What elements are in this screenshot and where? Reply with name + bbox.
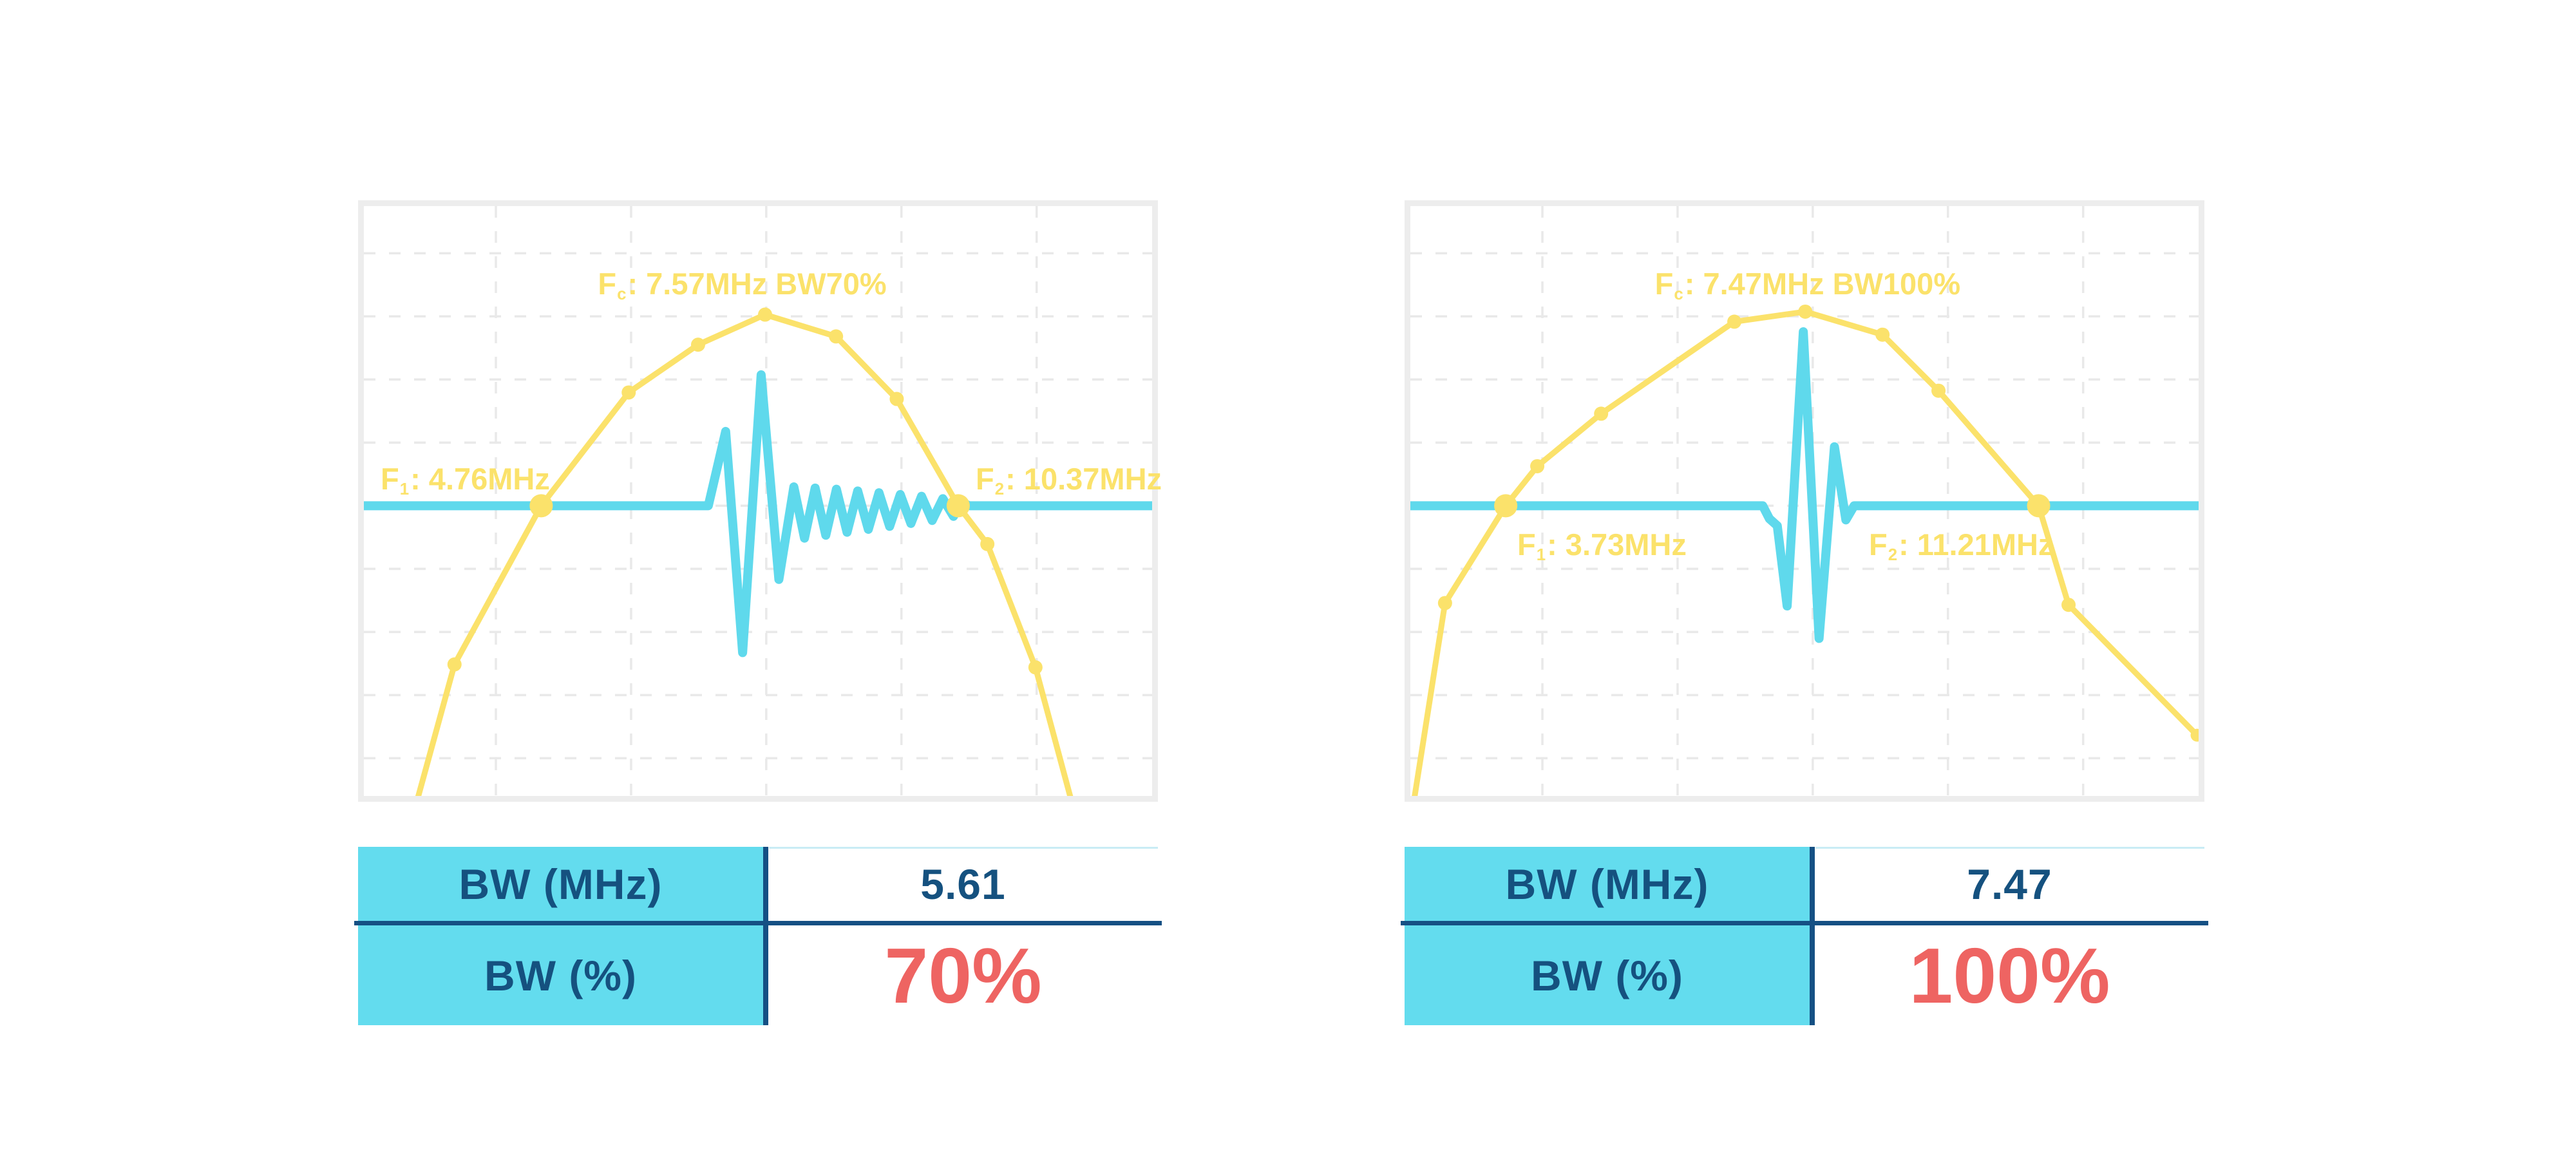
table-top-rule bbox=[1815, 847, 2204, 849]
f2-label: F2: 10.37MHz bbox=[976, 462, 1162, 499]
table-row-label: BW (MHz) bbox=[459, 860, 663, 908]
f2-label-sub: 2 bbox=[1888, 546, 1898, 565]
panel-bw70: Fc: 7.57MHz BW70% F1: 4.76MHz F2: 10.37M… bbox=[354, 0, 1162, 1154]
fc-label-base: F bbox=[598, 267, 617, 301]
table-row-divider bbox=[354, 921, 1162, 925]
table-label-column bbox=[1405, 847, 1813, 1025]
table-row-value-percent: 100% bbox=[1909, 931, 2110, 1019]
table-row-label: BW (%) bbox=[484, 951, 637, 999]
panel-bw100: Fc: 7.47MHz BW100% F1: 3.73MHz F2: 11.21… bbox=[1401, 0, 2208, 1154]
table-column-divider bbox=[1810, 847, 1815, 1025]
table-row-label: BW (%) bbox=[1531, 951, 1683, 999]
fc-label-text: : 7.47MHz BW100% bbox=[1684, 267, 1961, 301]
table-row-value: 5.61 bbox=[920, 860, 1006, 908]
f1-label-base: F bbox=[381, 462, 399, 496]
bw-table: BW (MHz) 5.61 BW (%) 70% bbox=[354, 847, 1162, 1025]
spectrum-pulse-plot bbox=[364, 206, 1152, 796]
table-label-column bbox=[358, 847, 766, 1025]
f1-label: F1: 3.73MHz bbox=[1517, 527, 1687, 565]
fc-label: Fc: 7.47MHz BW100% bbox=[1654, 267, 1961, 304]
table-row-value-percent: 70% bbox=[884, 931, 1042, 1019]
table-row-value: 7.47 bbox=[1967, 860, 2052, 908]
spectrum-pulse-plot bbox=[1410, 206, 2199, 796]
fc-label-sub: c bbox=[1674, 285, 1683, 304]
chart-bw70: Fc: 7.57MHz BW70% F1: 4.76MHz F2: 10.37M… bbox=[358, 200, 1162, 802]
f1-label-base: F bbox=[1517, 527, 1536, 562]
f1-label-sub: 1 bbox=[399, 480, 410, 499]
table-row-divider bbox=[1401, 921, 2208, 925]
fc-label-text: : 7.57MHz BW70% bbox=[627, 267, 887, 301]
table-row-label: BW (MHz) bbox=[1505, 860, 1709, 908]
f2-label-text: : 11.21MHz bbox=[1899, 527, 2054, 562]
bw-table: BW (MHz) 7.47 BW (%) 100% bbox=[1401, 847, 2208, 1025]
fc-label-sub: c bbox=[617, 285, 627, 304]
f2-label-base: F bbox=[976, 462, 994, 496]
f1-label-sub: 1 bbox=[1536, 546, 1546, 565]
table-top-rule bbox=[769, 847, 1158, 849]
f1-label-text: : 3.73MHz bbox=[1547, 527, 1687, 562]
fc-label: Fc: 7.57MHz BW70% bbox=[598, 267, 887, 304]
f2-label-text: : 10.37MHz bbox=[1005, 462, 1162, 496]
chart-bw100: Fc: 7.47MHz BW100% F1: 3.73MHz F2: 11.21… bbox=[1405, 200, 2204, 802]
f1-label-text: : 4.76MHz bbox=[410, 462, 550, 496]
fc-label-base: F bbox=[1654, 267, 1674, 301]
f2-label-sub: 2 bbox=[994, 480, 1005, 499]
f1-label: F1: 4.76MHz bbox=[381, 462, 550, 499]
table-column-divider bbox=[763, 847, 768, 1025]
f2-label: F2: 11.21MHz bbox=[1869, 527, 2054, 565]
f2-label-base: F bbox=[1869, 527, 1888, 562]
